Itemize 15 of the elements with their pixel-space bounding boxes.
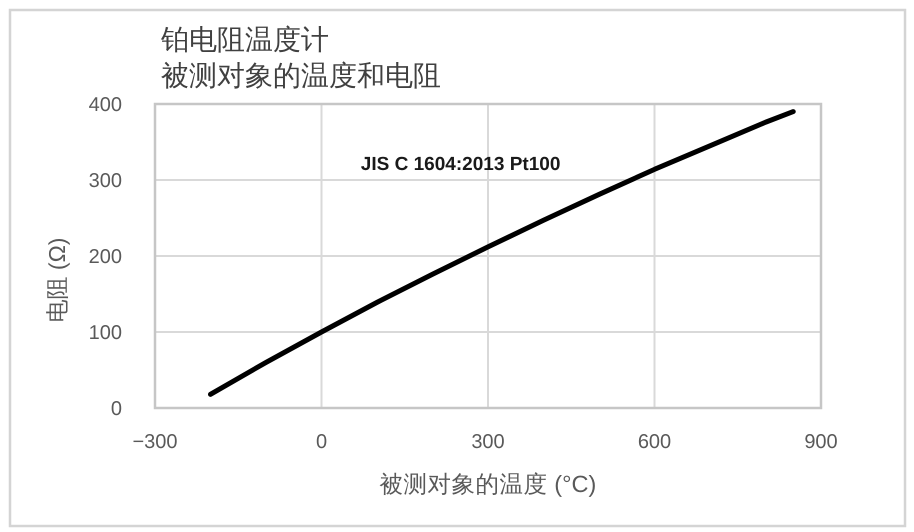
x-tick: 300 [471,431,505,453]
y-tick: 300 [88,170,122,192]
x-tick: −300 [132,431,178,453]
x-tick: 900 [804,431,838,453]
xlabel: 被测对象的温度 (°C) [380,471,596,497]
y-tick: 0 [110,398,122,420]
y-tick: 200 [88,246,122,268]
x-tick: 600 [638,431,672,453]
title: 铂电阻温度计 [161,24,329,55]
ylabel: 电阻 (Ω) [44,238,70,322]
annotation: JIS C 1604:2013 Pt100 [360,154,560,175]
subtitle: 被测对象的温度和电阻 [161,60,441,91]
y-tick: 100 [88,322,122,344]
y-tick: 400 [88,94,122,116]
x-tick: 0 [316,431,328,453]
